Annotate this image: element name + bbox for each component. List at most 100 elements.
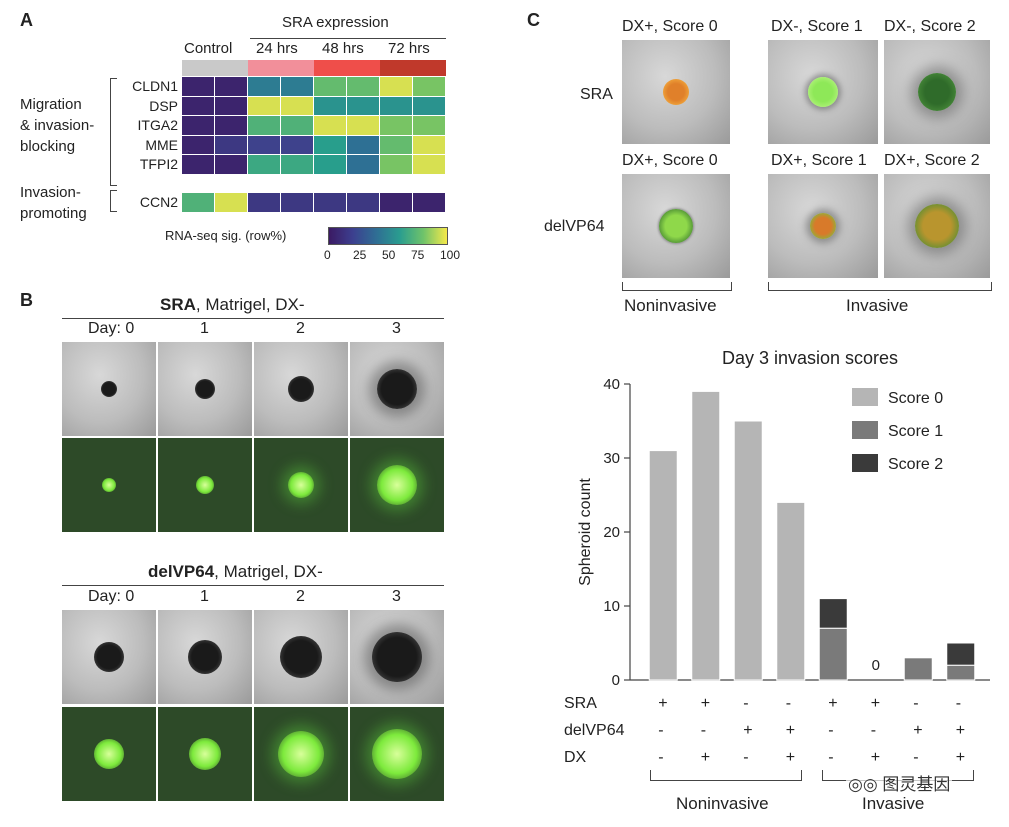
sra-day-2: 2 <box>296 320 305 337</box>
overlay-image <box>622 174 730 278</box>
heatmap-cell <box>314 96 346 115</box>
table-cell: + <box>700 749 711 766</box>
heatmap-cell <box>248 135 280 154</box>
watermark-text: 图灵基因 <box>882 775 951 794</box>
legend-swatch <box>852 454 878 472</box>
table-cell: - <box>913 749 919 766</box>
sra-day-0: Day: 0 <box>88 320 135 337</box>
heatmap-cell <box>413 116 445 135</box>
table-cell: + <box>955 749 966 766</box>
y-tick-label: 30 <box>603 450 620 467</box>
noninvasive-bottom-bracket <box>650 770 802 781</box>
brightfield-image <box>158 610 252 704</box>
column-label: 24 hrs <box>256 40 298 57</box>
bar-score-1 <box>946 664 976 681</box>
fluorescence-image <box>350 707 444 801</box>
overlay-image <box>884 40 990 144</box>
brightfield-image <box>62 610 156 704</box>
c-title-r2-0: DX+, Score 0 <box>622 152 718 169</box>
heatmap-cell <box>314 116 346 135</box>
spheroid <box>808 77 838 107</box>
panel-c-label: C <box>527 10 540 30</box>
c-title-r1-0: DX+, Score 0 <box>622 18 718 35</box>
bar-score-2 <box>946 642 976 666</box>
spheroid <box>810 213 836 239</box>
table-cell: - <box>828 749 834 766</box>
heatmap-cell <box>314 77 346 96</box>
table-row-label: delVP64 <box>564 722 625 739</box>
brightfield-image <box>350 342 444 436</box>
table-cell: - <box>955 695 962 712</box>
heatmap-cell <box>182 96 214 115</box>
heatmap-cell <box>248 77 280 96</box>
spheroid <box>918 73 956 111</box>
header-strip-cell <box>380 60 446 76</box>
fluorescence-image <box>62 438 156 532</box>
header-strip-cell <box>248 60 314 76</box>
heatmap-cell <box>380 135 412 154</box>
spheroid <box>278 731 324 777</box>
spheroid <box>659 209 693 243</box>
c-row-label-sra: SRA <box>580 86 613 103</box>
table-cell: - <box>785 695 792 712</box>
migration-group-label: Migration & invasion- blocking <box>20 96 95 155</box>
heatmap-cell <box>380 96 412 115</box>
table-cell: - <box>743 695 749 712</box>
heatmap-cell <box>281 135 313 154</box>
sra-block-title: SRA, Matrigel, DX- <box>160 295 305 315</box>
gene-label: CCN2 <box>139 194 178 210</box>
fluorescence-image <box>62 707 156 801</box>
overlay-image <box>768 40 878 144</box>
c-title-r2-1: DX+, Score 1 <box>771 152 867 169</box>
heatmap-cell <box>182 155 214 174</box>
spheroid <box>663 79 689 105</box>
spheroid <box>101 381 117 397</box>
heatmap-cell <box>347 116 379 135</box>
spheroid <box>188 640 222 674</box>
table-cell: - <box>658 722 664 739</box>
y-axis-label: Spheroid count <box>577 478 594 586</box>
legend-swatch <box>852 421 878 439</box>
table-cell: - <box>870 722 877 739</box>
c-title-r2-2: DX+, Score 2 <box>884 152 980 169</box>
heatmap-cell <box>413 155 445 174</box>
bar-score-0 <box>691 390 721 681</box>
spheroid <box>94 642 124 672</box>
heatmap-cell <box>314 193 346 212</box>
sra-day-3: 3 <box>392 320 401 337</box>
overlay-image <box>884 174 990 278</box>
brightfield-image <box>62 342 156 436</box>
heatmap-cell <box>215 193 247 212</box>
table-cell: + <box>785 749 796 766</box>
heatmap-cell <box>215 116 247 135</box>
heatmap-cell <box>380 77 412 96</box>
spheroid <box>102 478 116 492</box>
overlay-image <box>768 174 878 278</box>
table-cell: - <box>913 695 919 712</box>
colorbar <box>328 227 448 245</box>
table-cell: - <box>700 722 707 739</box>
heatmap-cell <box>314 155 346 174</box>
watermark: ◎◎ 图灵基因 <box>846 770 953 795</box>
invasive-bottom-label: Invasive <box>862 794 925 813</box>
gene-label: MME <box>145 136 178 153</box>
heatmap-cell <box>248 96 280 115</box>
heatmap-cell <box>347 193 379 212</box>
invasion-score-chart: Day 3 invasion scores 0 10 20 30 40 Spheroid c… <box>577 348 990 689</box>
heatmap-cell <box>248 155 280 174</box>
delvp64-block-title: delVP64, Matrigel, DX- <box>148 562 323 582</box>
y-tick-label: 40 <box>603 376 620 393</box>
table-cell: + <box>955 722 966 739</box>
heatmap-cell <box>380 155 412 174</box>
table-cell: - <box>743 749 749 766</box>
table-cell: + <box>913 722 923 739</box>
heatmap-cell <box>281 77 313 96</box>
heatmap-cell <box>182 77 214 96</box>
table-cell: + <box>743 722 753 739</box>
heatmap-cell <box>281 193 313 212</box>
legend-swatch <box>852 388 878 406</box>
invasion-bracket <box>110 190 117 212</box>
brightfield-image <box>254 610 348 704</box>
fluorescence-image <box>350 438 444 532</box>
legend-label: Score 1 <box>888 423 943 440</box>
